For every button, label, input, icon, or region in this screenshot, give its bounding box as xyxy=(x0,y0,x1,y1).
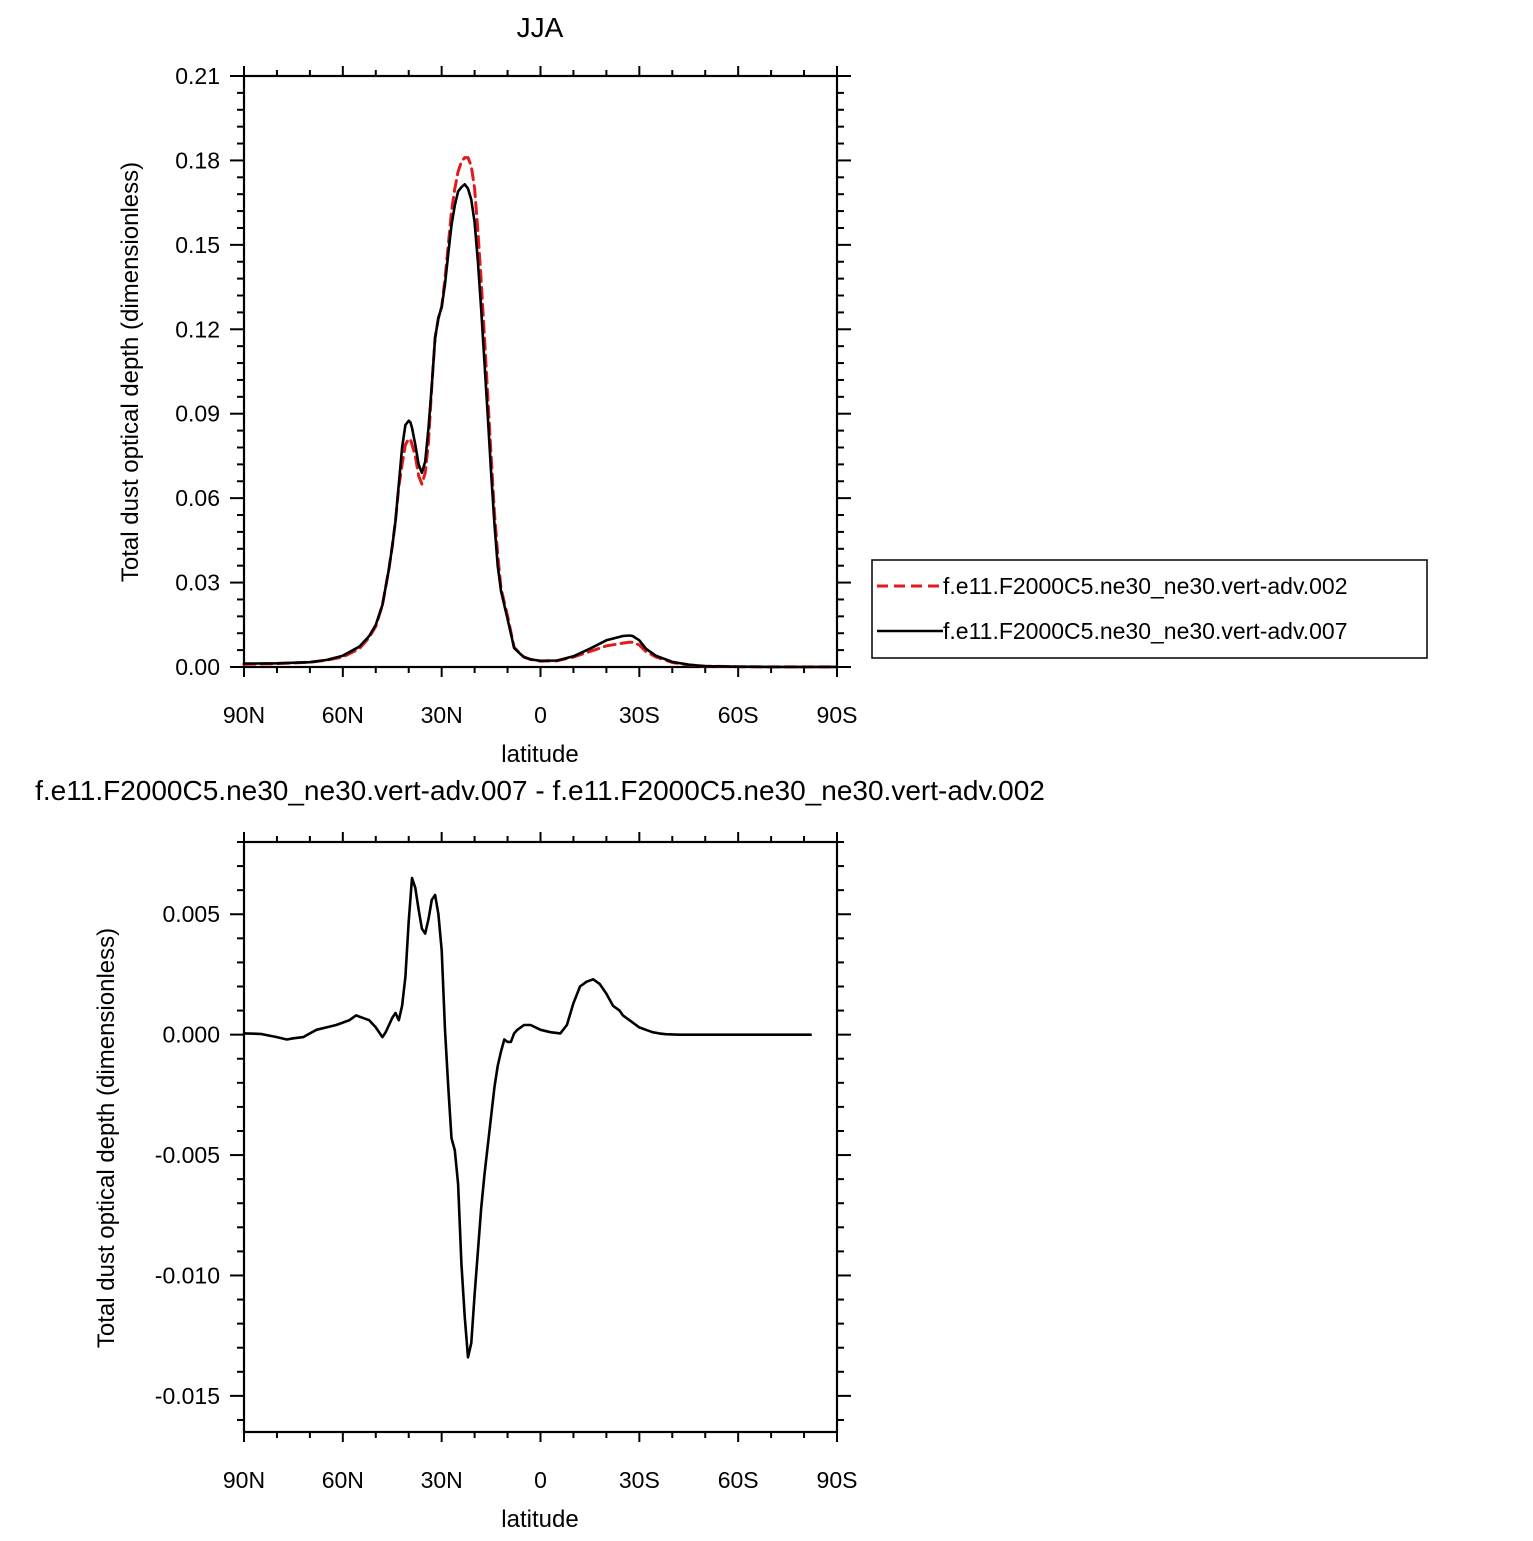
y-tick-label: 0.21 xyxy=(175,63,220,89)
x-tick-label: 60N xyxy=(322,1467,364,1493)
plot-frame xyxy=(242,840,839,1434)
legend-label-series-1: f.e11.F2000C5.ne30_ne30.vert-adv.002 xyxy=(943,573,1348,599)
y-tick-label: 0.00 xyxy=(175,654,220,680)
x-tick-label: 60S xyxy=(718,702,759,728)
legend: f.e11.F2000C5.ne30_ne30.vert-adv.002 f.e… xyxy=(871,559,1428,659)
top-y-axis-label: Total dust optical depth (dimensionless) xyxy=(117,162,144,582)
top-plot-area: 90N 60N 30N 0 30S 60S 90S 0.00 0.03 0.06 0.09 0.12 0… xyxy=(175,63,857,728)
x-tick-label: 60N xyxy=(322,702,364,728)
bottom-chart-title: f.e11.F2000C5.ne30_ne30.vert-adv.007 - f… xyxy=(35,775,1045,806)
y-tick-label: 0.09 xyxy=(175,401,220,427)
x-tick-label: 90N xyxy=(223,702,265,728)
bottom-x-axis-label: latitude xyxy=(501,1506,578,1533)
x-tick-label: 90N xyxy=(223,1467,265,1493)
y-tick-label: 0.000 xyxy=(162,1022,220,1048)
series-line-1 xyxy=(242,876,812,1359)
y-tick-label: 0.005 xyxy=(162,901,220,927)
x-tick-label: 90S xyxy=(817,1467,858,1493)
x-tick-label: 30N xyxy=(421,1467,463,1493)
y-tick-label: -0.015 xyxy=(155,1383,220,1409)
y-tick-label: 0.15 xyxy=(175,232,220,258)
y-tick-label: -0.010 xyxy=(155,1262,220,1288)
bottom-panel: f.e11.F2000C5.ne30_ne30.vert-adv.007 - f… xyxy=(35,775,1045,1533)
x-tick-label: 0 xyxy=(534,1467,547,1493)
x-tick-label: 30S xyxy=(619,702,660,728)
top-panel: JJA Total dust optical depth (dimensionl… xyxy=(117,12,1428,768)
x-tick-label: 30S xyxy=(619,1467,660,1493)
x-tick-label: 0 xyxy=(534,702,547,728)
top-chart-title: JJA xyxy=(517,12,564,43)
x-tick-label: 90S xyxy=(817,702,858,728)
bottom-y-axis-label: Total dust optical depth (dimensionless) xyxy=(93,928,120,1348)
x-tick-label: 60S xyxy=(718,1467,759,1493)
y-tick-label: 0.03 xyxy=(175,570,220,596)
series-line-1 xyxy=(242,156,839,669)
legend-label-series-2: f.e11.F2000C5.ne30_ne30.vert-adv.007 xyxy=(943,618,1348,644)
y-tick-label: 0.12 xyxy=(175,316,220,342)
plot-frame xyxy=(242,74,839,669)
legend-box xyxy=(871,559,1428,659)
y-tick-label: 0.18 xyxy=(175,147,220,173)
y-tick-label: -0.005 xyxy=(155,1142,220,1168)
top-x-axis-label: latitude xyxy=(501,741,578,768)
x-tick-label: 30N xyxy=(421,702,463,728)
y-tick-label: 0.06 xyxy=(175,485,220,511)
series-line-2 xyxy=(242,183,839,669)
bottom-plot-area: 90N 60N 30N 0 30S 60S 90S 0.005 0.000 -0.005 -0.01… xyxy=(155,832,858,1493)
